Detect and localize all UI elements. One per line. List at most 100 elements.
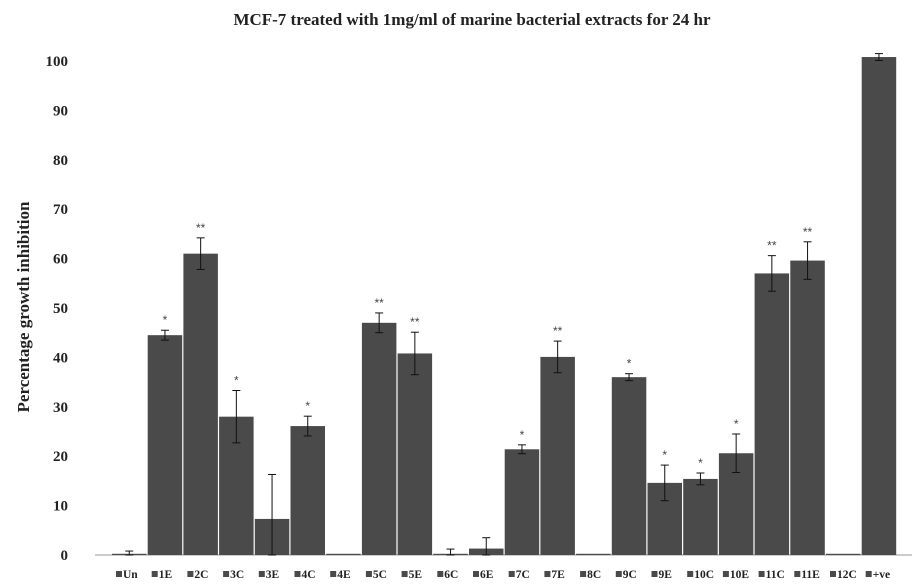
legend-item: 10E xyxy=(722,569,750,581)
error-bar-9E xyxy=(660,464,669,502)
legend-swatch xyxy=(651,571,658,577)
error-bar-10C xyxy=(696,472,705,486)
significance-marks: ******************** xyxy=(163,221,813,470)
significance-mark: ** xyxy=(410,315,420,329)
x-tick-label: 7C xyxy=(516,569,530,581)
y-axis-label: Percentage growth inhibition xyxy=(14,201,33,412)
legend-item: 11C xyxy=(758,569,785,581)
legend-item: 1E xyxy=(151,569,172,581)
significance-mark: * xyxy=(734,417,739,431)
y-tick-label: 90 xyxy=(53,103,68,119)
legend-item: 5C xyxy=(365,569,387,581)
legend-swatch xyxy=(722,571,729,577)
legend-swatch xyxy=(794,571,801,577)
y-tick-label: 0 xyxy=(61,548,69,564)
error-bar-7E xyxy=(553,340,562,374)
x-tick-label: 5E xyxy=(409,569,423,581)
legend-item: 12C xyxy=(830,569,857,581)
legend-swatch xyxy=(223,571,230,577)
significance-mark: ** xyxy=(196,221,206,235)
x-tick-label: 7E xyxy=(551,569,565,581)
legend-swatch xyxy=(330,571,337,577)
significance-mark: * xyxy=(698,456,703,470)
y-tick-label: 40 xyxy=(53,350,68,366)
bar-8C xyxy=(576,553,611,555)
error-bar-Un xyxy=(125,550,134,556)
legend-swatch xyxy=(687,571,694,577)
bar-11C xyxy=(754,273,790,555)
error-bar-1E xyxy=(160,329,169,341)
significance-mark: * xyxy=(234,373,239,387)
bar-4C xyxy=(290,426,325,555)
y-tick-label: 60 xyxy=(53,252,68,268)
x-tick-label: 5C xyxy=(373,569,387,581)
significance-mark: * xyxy=(305,399,310,413)
x-tick-label: 9E xyxy=(659,569,673,581)
x-tick-label: 6E xyxy=(480,569,494,581)
x-tick-label: Un xyxy=(123,569,138,581)
category-legend: Un 1E 2C 3C 3E 4C 4E 5C 5E 6C 6E 7C 7E 8C 9C 9E 10C 10E 11… xyxy=(116,569,890,581)
error-bar-11E xyxy=(803,241,812,280)
bar-10C xyxy=(683,478,718,555)
significance-mark: ** xyxy=(553,324,563,338)
y-tick-label: 50 xyxy=(53,301,68,317)
error-bar-4C xyxy=(303,415,312,437)
legend-item: Un xyxy=(116,569,138,581)
legend-swatch xyxy=(544,571,551,577)
legend-swatch xyxy=(580,571,587,577)
significance-mark: * xyxy=(520,428,525,442)
legend-swatch xyxy=(401,571,408,577)
y-axis: 0 10 20 30 40 50 60 70 80 90 100 xyxy=(46,54,69,564)
x-tick-label: 3E xyxy=(266,569,280,581)
legend-swatch xyxy=(865,571,872,577)
y-tick-label: 10 xyxy=(53,499,68,515)
x-tick-label: 4E xyxy=(337,569,351,581)
legend-item: 9E xyxy=(651,569,673,581)
x-tick-label: 11C xyxy=(766,569,785,581)
legend-swatch xyxy=(437,571,444,577)
error-bar-3E xyxy=(268,473,277,556)
y-tick-label: 80 xyxy=(53,153,68,169)
legend-item: 9C xyxy=(615,569,637,581)
error-bar-7C xyxy=(517,444,526,455)
error-bar-2C xyxy=(196,237,205,270)
x-tick-label: 12C xyxy=(837,569,857,581)
legend-swatch xyxy=(508,571,515,577)
y-tick-label: 20 xyxy=(53,449,68,465)
x-tick-label: +ve xyxy=(873,569,890,581)
legend-swatch xyxy=(187,571,194,577)
legend-item: 8C xyxy=(580,569,601,581)
x-tick-label: 11E xyxy=(801,569,820,581)
significance-mark: ** xyxy=(374,296,384,310)
legend-swatch xyxy=(258,571,265,577)
legend-swatch xyxy=(365,571,372,577)
y-tick-label: 70 xyxy=(53,202,68,218)
legend-item: 5E xyxy=(401,569,423,581)
legend-item: 11E xyxy=(794,569,820,581)
significance-mark: * xyxy=(627,357,632,371)
error-bar-6C xyxy=(446,548,455,556)
bar-2C xyxy=(183,253,218,555)
x-tick-label: 10E xyxy=(730,569,750,581)
x-tick-label: 3C xyxy=(230,569,244,581)
x-tick-label: 9C xyxy=(623,569,637,581)
legend-swatch xyxy=(830,571,836,577)
significance-mark: * xyxy=(662,448,667,462)
error-bar-5C xyxy=(375,312,384,334)
x-tick-label: 2C xyxy=(194,569,208,581)
significance-mark: ** xyxy=(803,225,813,239)
error-bars xyxy=(125,53,883,556)
legend-item: 6E xyxy=(473,569,494,581)
x-tick-label: 10C xyxy=(694,569,714,581)
legend-swatch xyxy=(151,571,158,577)
bar-7E xyxy=(540,356,575,555)
error-bar-11C xyxy=(767,255,776,292)
chart-title: MCF-7 treated with 1mg/ml of marine bact… xyxy=(233,10,711,29)
legend-item: +ve xyxy=(865,569,890,581)
bars xyxy=(112,57,897,555)
legend-item: 3C xyxy=(223,569,244,581)
bar-5E xyxy=(397,353,433,555)
legend-item: 3E xyxy=(258,569,280,581)
legend-item: 2C xyxy=(187,569,208,581)
